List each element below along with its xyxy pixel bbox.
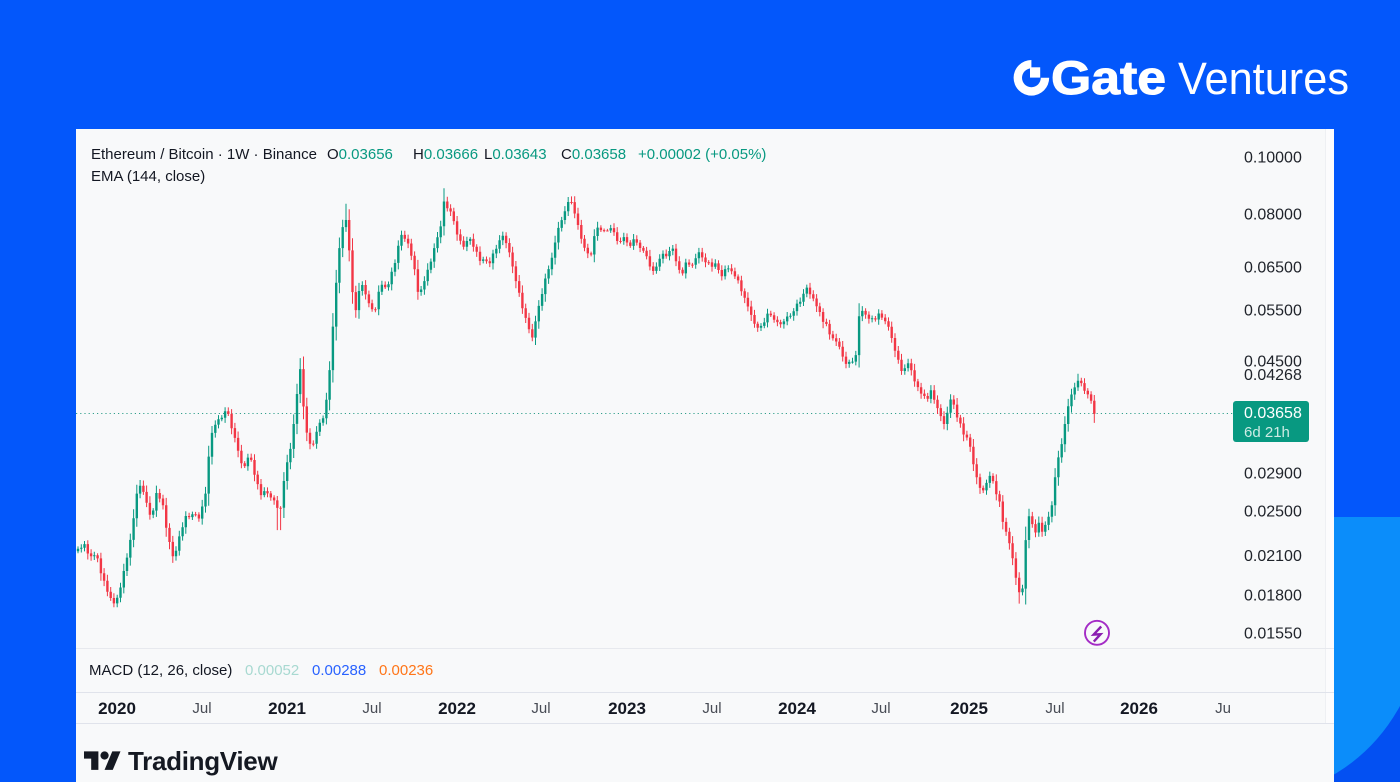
svg-text:0.04500: 0.04500 xyxy=(1244,354,1302,371)
svg-text:6d 21h: 6d 21h xyxy=(1244,424,1290,441)
svg-text:Jul: Jul xyxy=(192,700,211,717)
svg-text:0.01800: 0.01800 xyxy=(1244,588,1302,605)
svg-text:Jul: Jul xyxy=(531,700,550,717)
svg-text:0.01550: 0.01550 xyxy=(1244,626,1302,643)
svg-text:0.05500: 0.05500 xyxy=(1244,303,1302,320)
svg-text:0.00052: 0.00052 xyxy=(245,662,299,679)
svg-text:0.02900: 0.02900 xyxy=(1244,466,1302,483)
svg-text:TradingView: TradingView xyxy=(128,746,278,776)
svg-text:Ethereum / Bitcoin · 1W · Bina: Ethereum / Bitcoin · 1W · Binance xyxy=(91,146,317,163)
svg-text:2024: 2024 xyxy=(778,699,816,718)
svg-text:0.02500: 0.02500 xyxy=(1244,504,1302,521)
svg-text:2025: 2025 xyxy=(950,699,988,718)
svg-text:0.04268: 0.04268 xyxy=(1244,367,1302,384)
svg-text:0.08000: 0.08000 xyxy=(1244,207,1302,224)
svg-text:MACD (12, 26, close): MACD (12, 26, close) xyxy=(89,662,232,679)
svg-text:Jul: Jul xyxy=(362,700,381,717)
svg-text:Jul: Jul xyxy=(702,700,721,717)
svg-text:0.00288: 0.00288 xyxy=(312,662,366,679)
svg-text:0.10000: 0.10000 xyxy=(1244,150,1302,167)
svg-text:Gate: Gate xyxy=(1051,51,1166,104)
svg-text:2023: 2023 xyxy=(608,699,646,718)
svg-text:Ventures: Ventures xyxy=(1178,53,1349,104)
svg-text:0.02100: 0.02100 xyxy=(1244,548,1302,565)
svg-text:Jul: Jul xyxy=(871,700,890,717)
svg-text:EMA (144, close): EMA (144, close) xyxy=(91,168,205,185)
svg-text:2022: 2022 xyxy=(438,699,476,718)
svg-text:Ju: Ju xyxy=(1215,700,1231,717)
svg-text:0.03658: 0.03658 xyxy=(1244,405,1302,422)
svg-text:0.06500: 0.06500 xyxy=(1244,260,1302,277)
svg-text:2020: 2020 xyxy=(98,699,136,718)
svg-text:0.00236: 0.00236 xyxy=(379,662,433,679)
svg-text:2021: 2021 xyxy=(268,699,306,718)
svg-text:2026: 2026 xyxy=(1120,699,1158,718)
svg-text:Jul: Jul xyxy=(1045,700,1064,717)
